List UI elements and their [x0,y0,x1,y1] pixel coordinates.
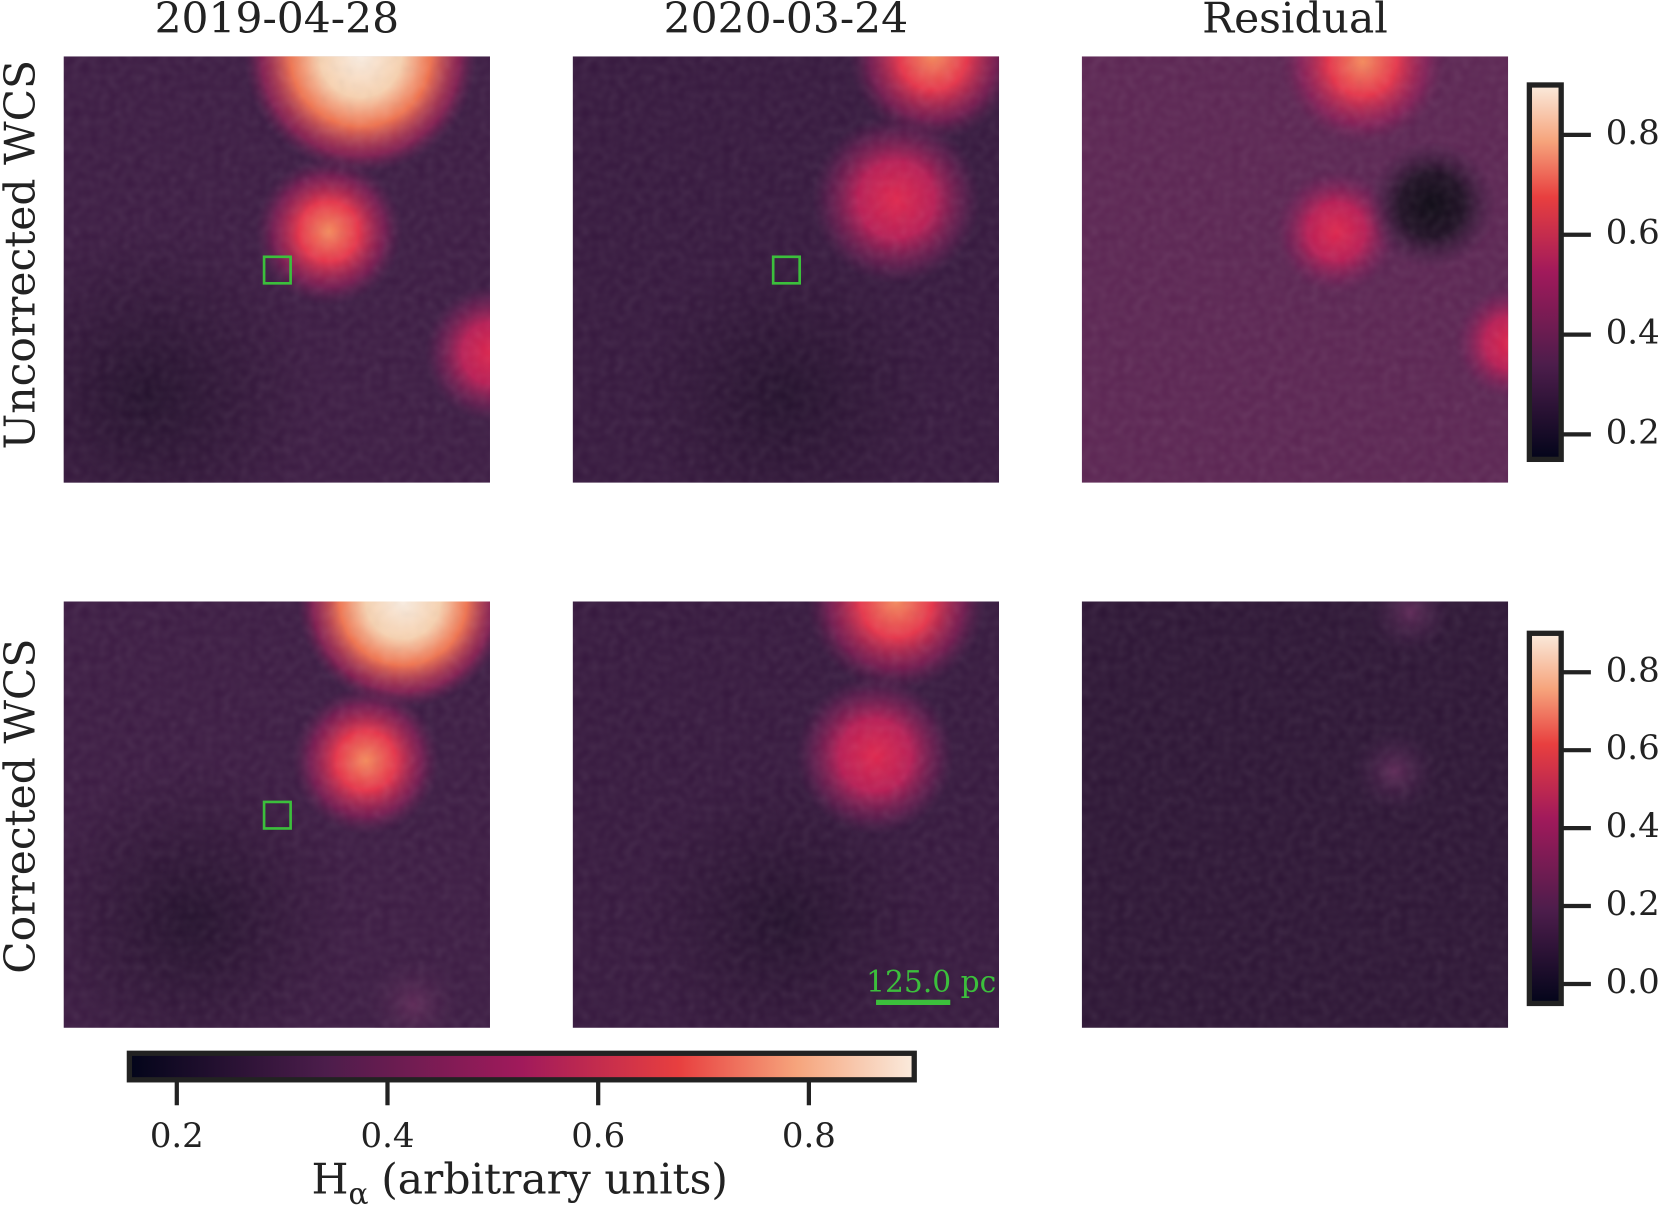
tick-label: 0.4 [1606,314,1660,353]
image-panel [63,56,490,483]
tick-label: 0.2 [150,1117,204,1156]
image-panel [63,601,490,1028]
tick-label: 0.6 [1606,729,1660,768]
colorbar [1526,82,1564,463]
row-label: Corrected WCS [0,639,45,974]
image-panel: 125.0 pc [572,601,1000,1028]
column-title: 2019-04-28 [155,0,400,43]
tick-label: 0.6 [571,1117,625,1156]
image-panel [1081,601,1509,1028]
label-text: (arbitrary units) [381,1155,728,1204]
image-panel [572,56,1000,483]
tick-label: 0.8 [782,1117,836,1156]
image-panel [1081,56,1509,483]
tick-label: 0.2 [1606,413,1660,452]
tick-label: 0.4 [361,1117,415,1156]
column-title: Residual [1202,0,1388,43]
column-title: 2020-03-24 [664,0,909,43]
colorbar [1526,630,1564,1007]
tick-label: 0.2 [1606,885,1660,924]
scale-bar-label: 125.0 pc [866,965,996,1000]
label-subscript: α [348,1177,368,1212]
tick-label: 0.0 [1606,963,1660,1002]
label-symbol: H [311,1155,348,1204]
row-label: Uncorrected WCS [0,60,45,450]
colorbar-label: Hα (arbitrary units) [311,1155,727,1212]
tick-label: 0.4 [1606,807,1660,846]
colorbar [126,1050,917,1083]
tick-label: 0.6 [1606,214,1660,253]
tick-label: 0.8 [1606,651,1660,690]
tick-label: 0.8 [1606,114,1660,153]
